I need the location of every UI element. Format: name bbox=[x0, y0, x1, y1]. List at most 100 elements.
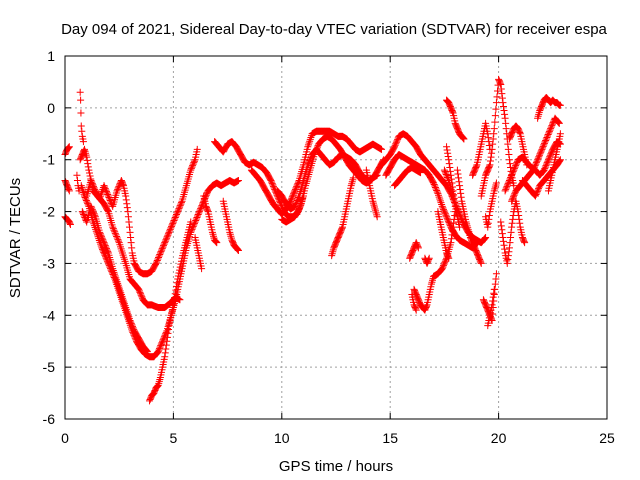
data-point bbox=[161, 353, 169, 361]
data-point bbox=[492, 99, 500, 107]
data-point bbox=[165, 326, 173, 334]
data-point bbox=[534, 114, 542, 122]
data-point bbox=[531, 192, 539, 200]
series-segment bbox=[61, 176, 73, 195]
data-point bbox=[489, 135, 497, 143]
data-point bbox=[190, 219, 198, 227]
data-point bbox=[234, 246, 242, 254]
data-point bbox=[441, 259, 449, 267]
data-point bbox=[114, 185, 122, 193]
x-tick-label: 25 bbox=[599, 430, 615, 446]
data-point bbox=[547, 123, 555, 131]
data-point bbox=[155, 346, 163, 354]
series-segment bbox=[408, 291, 420, 314]
data-point bbox=[76, 88, 84, 96]
data-point bbox=[172, 212, 180, 220]
series-segment bbox=[78, 202, 151, 356]
ticks-layer: 0 5 10 15 20 25 -6 -5 -4 -3 -2 -1 0 1 bbox=[43, 48, 615, 446]
data-point bbox=[79, 138, 87, 146]
data-point bbox=[169, 219, 177, 227]
data-point bbox=[157, 342, 165, 350]
data-point bbox=[443, 173, 451, 181]
data-point bbox=[73, 171, 81, 179]
data-point bbox=[113, 187, 121, 195]
data-point bbox=[515, 215, 523, 223]
data-point bbox=[500, 241, 508, 249]
data-point bbox=[503, 259, 511, 267]
data-point bbox=[66, 219, 74, 227]
data-point bbox=[338, 224, 346, 232]
data-point bbox=[166, 227, 174, 235]
data-point bbox=[83, 156, 91, 164]
data-point bbox=[490, 289, 498, 297]
data-point bbox=[488, 145, 496, 153]
data-point bbox=[127, 234, 135, 241]
data-point bbox=[124, 213, 132, 221]
data-point bbox=[555, 119, 563, 127]
data-point bbox=[234, 246, 242, 254]
data-point bbox=[509, 193, 517, 201]
data-point bbox=[349, 176, 357, 184]
data-point bbox=[534, 112, 542, 120]
data-point bbox=[548, 120, 556, 128]
data-point bbox=[126, 316, 134, 324]
data-point bbox=[456, 182, 464, 190]
data-point bbox=[456, 186, 464, 194]
data-point bbox=[447, 235, 455, 243]
data-point bbox=[159, 336, 167, 344]
data-point bbox=[510, 182, 518, 190]
y-tick-label: -5 bbox=[43, 359, 56, 375]
y-tick-label: -3 bbox=[43, 255, 56, 271]
data-point bbox=[190, 157, 198, 165]
data-point bbox=[443, 143, 451, 151]
data-point bbox=[439, 263, 447, 271]
data-point bbox=[498, 230, 506, 238]
data-point bbox=[269, 182, 277, 190]
data-point bbox=[440, 166, 448, 174]
data-point bbox=[497, 222, 505, 230]
data-point bbox=[554, 118, 562, 126]
data-point bbox=[119, 180, 127, 188]
data-point bbox=[268, 179, 276, 187]
series-segment bbox=[453, 166, 485, 267]
data-point bbox=[100, 182, 108, 190]
data-point bbox=[85, 169, 93, 177]
data-point bbox=[484, 134, 492, 142]
data-point bbox=[537, 148, 545, 156]
data-point bbox=[532, 191, 540, 199]
data-point bbox=[187, 166, 195, 174]
data-point bbox=[435, 193, 443, 201]
data-point bbox=[90, 210, 98, 218]
data-point bbox=[78, 127, 86, 135]
data-point bbox=[521, 239, 529, 247]
data-point bbox=[439, 205, 447, 213]
data-point bbox=[555, 157, 563, 165]
data-point bbox=[447, 239, 455, 247]
data-point bbox=[439, 204, 447, 212]
data-point bbox=[88, 204, 96, 212]
data-point bbox=[77, 182, 85, 190]
data-point bbox=[154, 348, 162, 356]
data-point bbox=[349, 174, 357, 182]
data-point bbox=[543, 133, 551, 141]
data-point bbox=[449, 108, 457, 116]
data-point bbox=[445, 160, 453, 168]
data-point bbox=[444, 253, 452, 261]
data-point bbox=[372, 207, 380, 215]
data-point bbox=[536, 150, 544, 158]
data-point bbox=[491, 118, 499, 126]
data-point bbox=[158, 245, 166, 253]
data-point bbox=[540, 166, 548, 174]
data-point bbox=[137, 290, 145, 298]
series-segment bbox=[76, 145, 184, 312]
data-point bbox=[174, 208, 182, 216]
data-point bbox=[543, 159, 551, 167]
data-point bbox=[89, 208, 97, 216]
data-point bbox=[501, 245, 509, 253]
data-point bbox=[195, 209, 203, 217]
data-point bbox=[500, 106, 508, 114]
data-point bbox=[510, 165, 518, 173]
data-point bbox=[156, 251, 164, 259]
data-point bbox=[170, 216, 178, 224]
data-point bbox=[535, 153, 543, 161]
